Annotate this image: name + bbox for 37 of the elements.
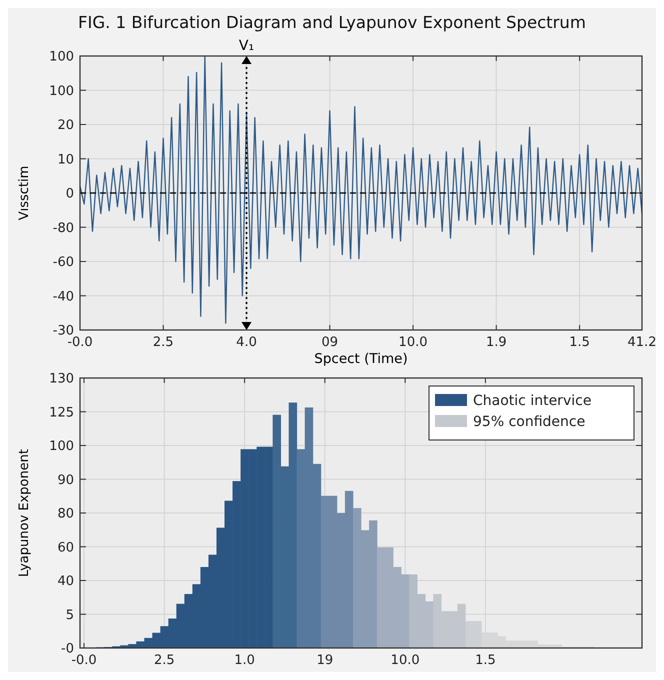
text: 80 bbox=[57, 506, 74, 522]
text: -80 bbox=[52, 220, 74, 236]
text: 20 bbox=[57, 118, 74, 133]
x-tick-label: -0.0 bbox=[71, 653, 97, 668]
x-tick-label: 1.9 bbox=[486, 335, 507, 350]
y-axis-title: Lyapunov Exponent bbox=[17, 449, 32, 577]
text: 60 bbox=[57, 540, 74, 556]
text: 100 bbox=[49, 439, 74, 454]
text: 130 bbox=[49, 372, 74, 386]
text: -0 bbox=[61, 642, 74, 656]
x-tick-label: 09 bbox=[322, 335, 338, 350]
text: 90 bbox=[57, 472, 74, 488]
x-tick-label: 1.5 bbox=[475, 653, 496, 668]
x-axis-title: Spcect (Time) bbox=[314, 351, 408, 367]
x-tick-label: 1.5 bbox=[569, 335, 590, 350]
text: 40 bbox=[57, 574, 74, 589]
x-tick-label: 10.0 bbox=[390, 653, 420, 668]
text: -40 bbox=[52, 289, 74, 304]
legend-label: 95% confidence bbox=[473, 414, 586, 430]
x-tick-label: 41.2 bbox=[628, 335, 656, 350]
ref-line-label: V₁ bbox=[238, 38, 254, 54]
x-tick-label: 19 bbox=[316, 653, 334, 668]
x-tick-label: 1.0 bbox=[234, 653, 255, 668]
text: 0 bbox=[66, 186, 74, 202]
text: 100 bbox=[49, 50, 74, 64]
text: 10 bbox=[57, 152, 74, 168]
text: 5 bbox=[66, 608, 74, 623]
text: 125 bbox=[49, 405, 74, 420]
x-tick-label: 2.5 bbox=[152, 335, 174, 350]
x-tick-label: 10.0 bbox=[398, 335, 428, 350]
chart-title: FIG. 1 Bifurcation Diagram and Lyapunov Exponent Spectrum bbox=[78, 13, 586, 32]
x-tick-label: 2.5 bbox=[154, 653, 175, 668]
text: 100 bbox=[49, 84, 74, 99]
text: -60 bbox=[52, 255, 74, 270]
legend-label: Chaotic intervice bbox=[473, 393, 592, 409]
x-tick-label: 4.0 bbox=[236, 335, 257, 350]
y-axis-title: Vıssctim bbox=[17, 166, 32, 220]
